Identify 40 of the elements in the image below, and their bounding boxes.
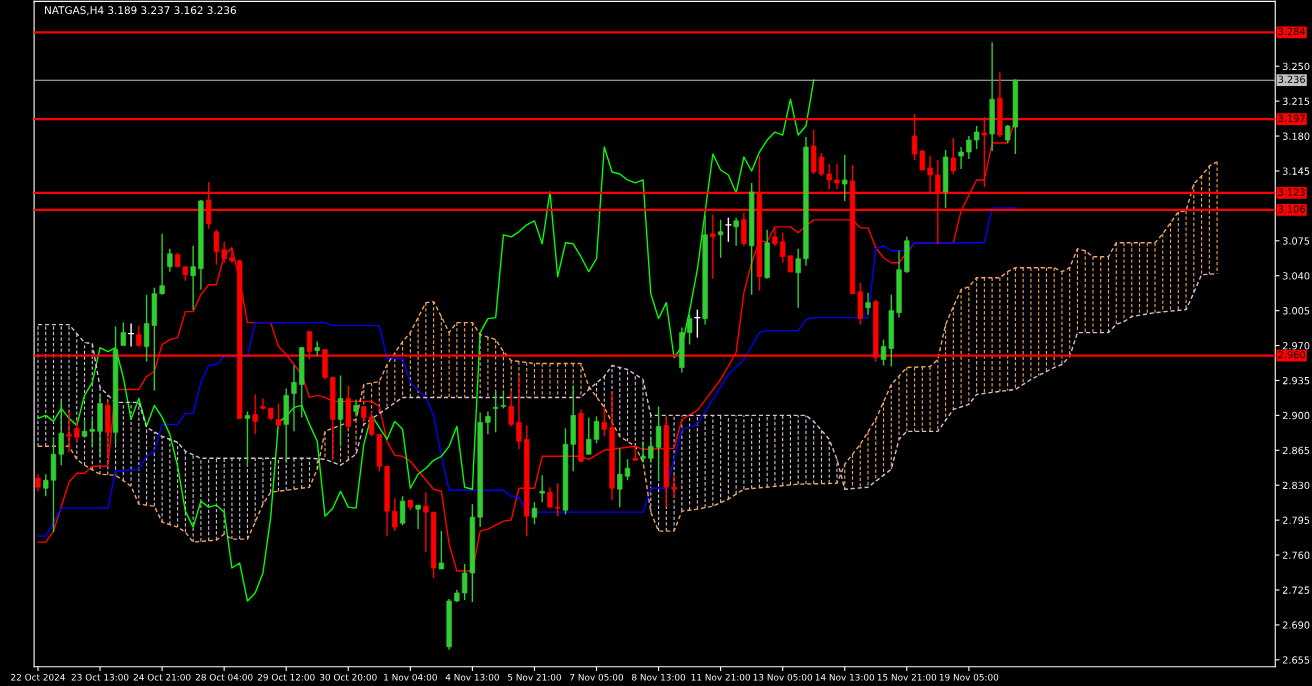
x-tick-label: 11 Nov 21:00	[691, 673, 750, 681]
y-tick-label: 2.830	[1282, 481, 1310, 490]
y-tick-label: 3.075	[1282, 237, 1310, 245]
ref-line-label: 3.106	[1278, 205, 1305, 213]
y-tick-label: 2.655	[1282, 656, 1310, 664]
x-tick-label: 28 Oct 04:00	[195, 673, 253, 681]
x-tick-label: 7 Nov 05:00	[570, 673, 624, 681]
x-tick-label: 22 Oct 2024	[11, 673, 65, 681]
x-tick-label: 4 Nov 13:00	[445, 673, 499, 681]
y-tick-label: 2.865	[1282, 446, 1310, 455]
x-tick-label: 23 Oct 13:00	[71, 673, 129, 681]
x-tick-label: 14 Nov 13:00	[815, 673, 875, 681]
ref-line-label: 3.236	[1278, 75, 1305, 84]
x-tick-label: 24 Oct 21:00	[133, 673, 191, 681]
y-tick-label: 2.725	[1282, 586, 1310, 594]
x-tick-label: 13 Nov 05:00	[753, 673, 813, 681]
y-tick-label: 2.690	[1282, 621, 1310, 629]
ref-line-label: 3.123	[1278, 188, 1305, 196]
ref-line-label: 3.284	[1278, 27, 1306, 36]
x-tick-label: 19 Nov 05:00	[939, 673, 999, 681]
y-tick-label: 3.215	[1282, 97, 1310, 105]
x-tick-label: 15 Nov 21:00	[877, 673, 937, 681]
y-tick-label: 2.795	[1282, 516, 1310, 524]
y-tick-label: 3.250	[1282, 62, 1310, 71]
x-tick-label: 29 Oct 12:00	[257, 673, 315, 681]
y-tick-label: 2.900	[1282, 411, 1310, 420]
x-tick-label: 8 Nov 13:00	[632, 673, 686, 681]
x-tick-label: 30 Oct 20:00	[319, 673, 377, 681]
chart-title: NATGAS,H4 3.189 3.237 3.162 3.236	[45, 6, 236, 16]
y-tick-label: 2.935	[1282, 376, 1310, 385]
y-tick-label: 2.970	[1282, 342, 1310, 350]
x-tick-label: 5 Nov 21:00	[508, 673, 561, 681]
ref-line-label: 3.197	[1278, 114, 1305, 122]
y-tick-label: 2.760	[1282, 551, 1310, 559]
y-tick-label: 3.145	[1282, 167, 1310, 175]
ref-line-label: 2.960	[1278, 351, 1305, 359]
y-tick-label: 3.005	[1282, 307, 1310, 315]
x-tick-label: 1 Nov 04:00	[384, 673, 437, 681]
y-tick-label: 3.180	[1282, 132, 1310, 140]
y-tick-label: 3.040	[1282, 272, 1310, 280]
